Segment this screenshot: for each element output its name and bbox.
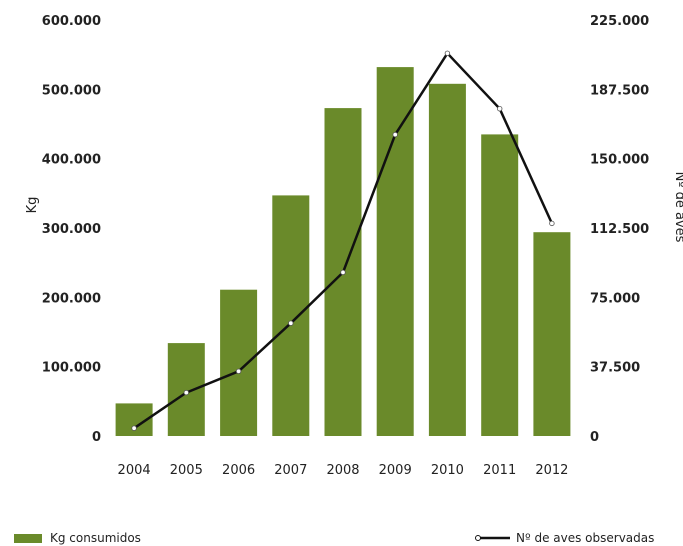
bar-2010 bbox=[428, 83, 466, 437]
line-point-2008 bbox=[340, 269, 346, 276]
y-tick-label: 400.000 bbox=[42, 153, 101, 168]
line-series bbox=[131, 50, 555, 431]
left-axis-ticks: 0 100.000 200.000 300.000 400.000 500.000 600.… bbox=[42, 14, 101, 445]
y2-tick-label: 187.500 bbox=[590, 83, 649, 98]
x-tick-label: 2011 bbox=[483, 463, 516, 478]
x-tick-label: 2005 bbox=[170, 463, 203, 478]
y2-tick-label: 37.500 bbox=[590, 361, 640, 376]
x-axis-ticks: 2004 2005 2006 2007 2008 2009 2010 2011 2012 bbox=[118, 463, 569, 478]
legend-label-line: Nº de aves observadas bbox=[516, 531, 654, 545]
y-tick-label: 0 bbox=[92, 430, 101, 445]
line-point-2007 bbox=[288, 320, 294, 326]
y-tick-label: 100.000 bbox=[42, 361, 101, 376]
x-tick-label: 2006 bbox=[222, 463, 255, 478]
line-point-2010 bbox=[444, 50, 451, 56]
line-point-2005 bbox=[183, 389, 189, 396]
bar-series bbox=[115, 67, 571, 437]
bar-2005 bbox=[167, 343, 205, 436]
y2-axis-label: Nº de aves bbox=[672, 172, 683, 243]
y-tick-label: 600.000 bbox=[42, 14, 101, 29]
x-tick-label: 2012 bbox=[535, 463, 568, 478]
y-tick-label: 200.000 bbox=[42, 291, 101, 306]
y-tick-label: 500.000 bbox=[42, 83, 101, 98]
x-tick-label: 2007 bbox=[274, 463, 307, 478]
y2-tick-label: 150.000 bbox=[590, 153, 649, 168]
y2-tick-label: 112.500 bbox=[590, 222, 649, 237]
line-point-2004 bbox=[131, 425, 137, 431]
legend-swatch-marker bbox=[475, 535, 481, 541]
line-point-2006 bbox=[235, 368, 242, 374]
bar-2007 bbox=[272, 195, 310, 436]
y2-tick-label: 0 bbox=[590, 430, 599, 445]
x-tick-label: 2009 bbox=[379, 463, 412, 478]
bar-2012 bbox=[533, 232, 571, 436]
bar-2009 bbox=[376, 67, 414, 436]
legend-swatch-bars bbox=[14, 534, 42, 543]
line-point-2009 bbox=[392, 131, 398, 138]
x-tick-label: 2004 bbox=[118, 463, 151, 478]
y2-tick-label: 225.000 bbox=[590, 14, 649, 29]
legend-label-bars: Kg consumidos bbox=[50, 531, 141, 545]
bar-2006 bbox=[220, 289, 258, 436]
right-axis-ticks: 0 37.500 75.000 112.500 150.000 187.500 225.00… bbox=[590, 14, 649, 445]
y-axis-label: Kg bbox=[25, 197, 40, 214]
bar-2011 bbox=[481, 134, 519, 436]
x-tick-label: 2010 bbox=[431, 463, 464, 478]
line-point-2012 bbox=[549, 220, 555, 227]
legend: Kg consumidos Nº de aves observadas bbox=[14, 531, 654, 545]
x-tick-label: 2008 bbox=[326, 463, 359, 478]
line-point-2011 bbox=[497, 105, 503, 112]
y-tick-label: 300.000 bbox=[42, 222, 101, 237]
y2-tick-label: 75.000 bbox=[590, 291, 640, 306]
